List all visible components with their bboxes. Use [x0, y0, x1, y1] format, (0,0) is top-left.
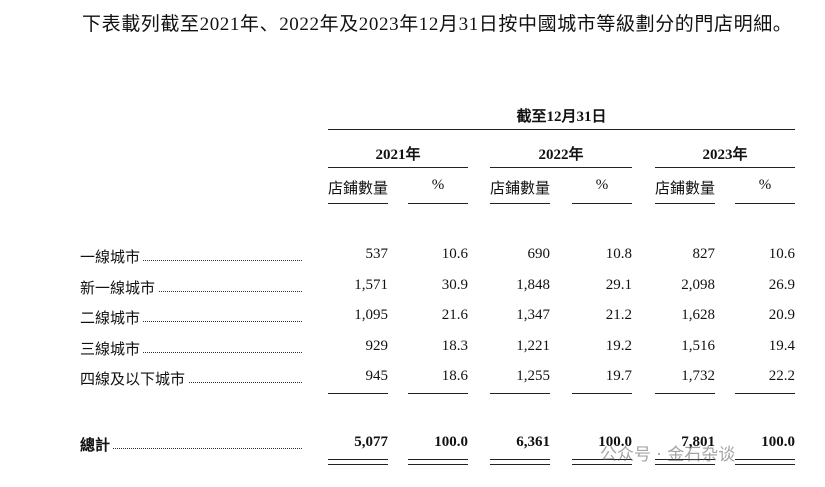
rule [655, 203, 715, 204]
cell: 1,571 [354, 276, 388, 293]
rule [328, 129, 795, 130]
row-label: 四線及以下城市 [80, 368, 302, 388]
cell: 22.2 [768, 368, 795, 384]
cell: 19.4 [768, 337, 795, 354]
rule [408, 203, 468, 204]
double-rule [735, 464, 795, 465]
cell: 1,095 [354, 307, 388, 323]
total-cell: 100.0 [761, 434, 795, 450]
cell: 26.9 [768, 276, 795, 293]
column-header: 店鋪數量 [490, 181, 551, 197]
row-label-text: 三線城市 [80, 341, 144, 358]
rule [735, 393, 795, 394]
column-header: % [431, 177, 445, 193]
cell: 10.6 [441, 246, 468, 262]
watermark: 公众号 · 金石杂谈 [600, 445, 736, 465]
row-label: 三線城市 [80, 338, 302, 358]
total-cell: 100.0 [434, 434, 468, 450]
cell: 1,347 [516, 307, 550, 323]
double-rule [655, 464, 715, 465]
total-label-text: 總計 [80, 438, 114, 454]
cell: 2,098 [681, 276, 715, 293]
column-header: 店鋪數量 [328, 181, 389, 197]
cell: 690 [527, 246, 551, 262]
rule [328, 393, 388, 394]
double-rule [490, 464, 550, 465]
cell: 945 [365, 368, 389, 384]
rule [572, 203, 632, 204]
double-rule [328, 459, 388, 460]
cell: 1,221 [516, 337, 550, 354]
row-label: 新一線城市 [80, 277, 302, 297]
cell: 827 [692, 246, 716, 262]
cell: 1,732 [681, 368, 715, 384]
double-rule [572, 464, 632, 465]
row-label-text: 一線城市 [80, 250, 144, 266]
total-cell: 6,361 [516, 434, 550, 450]
period-header: 截至12月31日 [516, 109, 607, 125]
rule [328, 203, 388, 204]
cell: 30.9 [441, 276, 468, 293]
cell: 19.2 [605, 337, 632, 354]
cell: 18.6 [441, 368, 468, 384]
cell: 19.7 [605, 368, 632, 384]
rule [735, 203, 795, 204]
double-rule [408, 459, 468, 460]
rule [572, 393, 632, 394]
double-rule [572, 459, 632, 460]
column-header: % [758, 177, 772, 193]
cell: 1,516 [681, 337, 715, 354]
cell: 18.3 [441, 337, 468, 354]
rule [655, 393, 715, 394]
rule [490, 203, 550, 204]
year-header: 2023年 [702, 147, 748, 163]
column-header: % [595, 177, 609, 193]
double-rule [490, 459, 550, 460]
cell: 20.9 [768, 307, 795, 323]
rule [408, 393, 468, 394]
intro-paragraph: 下表載列截至2021年、2022年及2023年12月31日按中國城市等級劃分的門… [82, 14, 793, 35]
total-cell: 100.0 [598, 434, 632, 450]
total-cell: 5,077 [354, 434, 388, 450]
total-cell: 7,801 [681, 434, 715, 450]
double-rule [328, 464, 388, 465]
total-label: 總計 [80, 434, 302, 454]
column-header: 店鋪數量 [655, 181, 716, 197]
year-header: 2021年 [375, 147, 421, 163]
year-header: 2022年 [538, 147, 584, 163]
cell: 29.1 [605, 276, 632, 293]
double-rule [408, 464, 468, 465]
cell: 1,628 [681, 307, 715, 323]
double-rule [735, 459, 795, 460]
cell: 929 [365, 337, 389, 354]
cell: 537 [365, 246, 389, 262]
cell: 1,848 [516, 276, 550, 293]
row-label: 二線城市 [80, 307, 302, 327]
cell: 21.2 [605, 307, 632, 323]
cell: 10.8 [605, 246, 632, 262]
row-label: 一線城市 [80, 246, 302, 266]
double-rule [655, 459, 715, 460]
cell: 1,255 [516, 368, 550, 384]
row-label-text: 新一線城市 [80, 280, 159, 297]
rule [655, 167, 795, 168]
cell: 21.6 [441, 307, 468, 323]
rule [490, 393, 550, 394]
rule [328, 167, 468, 168]
row-label-text: 四線及以下城市 [80, 372, 189, 388]
row-label-text: 二線城市 [80, 311, 144, 327]
rule [490, 167, 632, 168]
cell: 10.6 [768, 246, 795, 262]
